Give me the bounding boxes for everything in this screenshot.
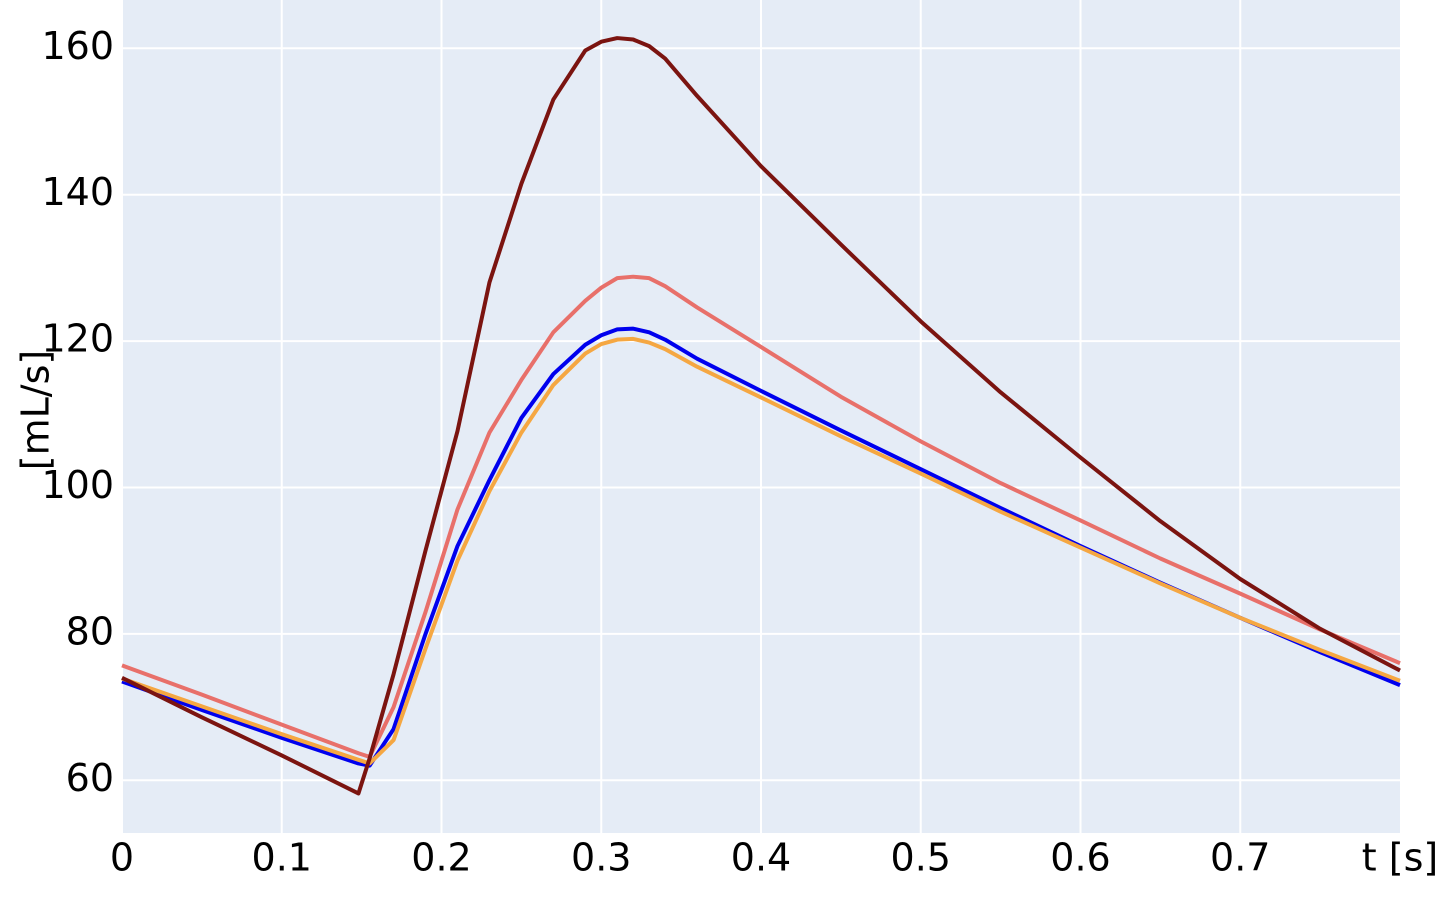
data-line (121, 36, 1401, 796)
x-tick-label: 0 (110, 836, 134, 880)
y-tick-label: 80 (66, 609, 114, 653)
y-axis-label: [mL/s] (14, 350, 58, 470)
y-tick-label: 140 (41, 170, 114, 214)
y-tick-label: 120 (41, 317, 114, 361)
data-line (121, 336, 1401, 766)
y-tick-label: 160 (41, 24, 114, 68)
x-tick-label: 0.6 (1050, 836, 1110, 880)
x-tick-label: 0.1 (252, 836, 312, 880)
x-tick-label: 0.4 (731, 836, 791, 880)
x-axis-label: t [s] (1362, 836, 1438, 880)
y-tick-label: 60 (66, 756, 114, 800)
x-tick-label: 0.2 (411, 836, 471, 880)
x-tick-label: 0.5 (891, 836, 951, 880)
y-tick-label: 100 (41, 463, 114, 507)
x-tick-label: 0.3 (571, 836, 631, 880)
data-line (121, 274, 1401, 759)
x-tick-label: 0.7 (1210, 836, 1270, 880)
